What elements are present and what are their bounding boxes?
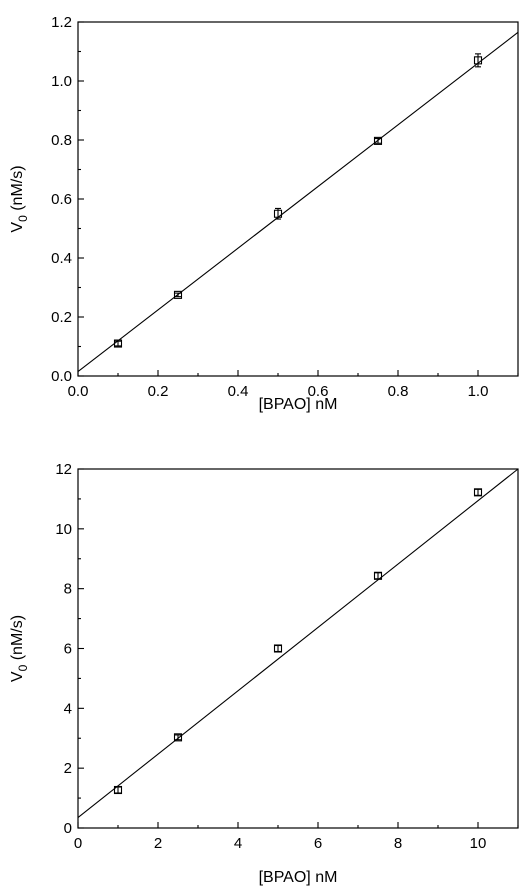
y-tick-label: 0 xyxy=(64,820,72,837)
x-tick-label: 2 xyxy=(154,835,162,852)
y-tick-label: 1.2 xyxy=(51,14,72,31)
data-point xyxy=(373,136,383,145)
data-marker xyxy=(273,209,283,218)
x-tick-label: 1.0 xyxy=(468,383,489,400)
y-tick-label: 0.2 xyxy=(51,309,72,326)
y-axis-title-main: V xyxy=(9,671,26,682)
x-tick-label: 6 xyxy=(314,835,322,852)
y-tick-label: 6 xyxy=(64,641,72,658)
y-axis-title-subscript: 0 xyxy=(16,664,30,671)
data-point xyxy=(373,571,383,580)
y-tick-label: 8 xyxy=(64,581,72,598)
y-tick-label: 4 xyxy=(64,700,72,717)
y-tick-label: 0.0 xyxy=(51,368,72,385)
data-marker xyxy=(373,571,383,580)
fit-line xyxy=(77,31,519,373)
data-point xyxy=(173,290,183,299)
data-marker xyxy=(113,785,123,795)
x-tick-label: 0 xyxy=(74,835,82,852)
y-axis-title-subscript: 0 xyxy=(16,215,30,222)
data-marker xyxy=(373,136,383,145)
y-tick-label: 12 xyxy=(55,461,72,478)
y-axis-title: V0 (nM/s) xyxy=(9,165,30,232)
y-axis-title-main: V xyxy=(9,222,26,233)
x-tick-label: 0.6 xyxy=(308,383,329,400)
data-marker xyxy=(473,488,483,497)
data-point xyxy=(173,733,183,742)
data-point xyxy=(473,488,483,497)
y-axis-title-unit: (nM/s) xyxy=(9,165,26,215)
y-tick-label: 0.6 xyxy=(51,191,72,208)
y-axis-title: V0 (nM/s) xyxy=(9,615,30,682)
y-tick-label: 1.0 xyxy=(51,73,72,90)
data-point xyxy=(273,644,283,653)
data-marker xyxy=(473,56,483,65)
x-tick-label: 0.4 xyxy=(228,383,249,400)
data-marker xyxy=(273,644,283,653)
fit-line xyxy=(77,468,519,818)
data-marker xyxy=(173,290,183,299)
x-tick-label: 8 xyxy=(394,835,402,852)
x-tick-label: 10 xyxy=(470,835,487,852)
x-tick-label: 0.0 xyxy=(68,383,89,400)
data-point xyxy=(473,53,483,68)
plot-frame xyxy=(77,468,519,829)
y-tick-label: 0.4 xyxy=(51,250,72,267)
chart-1: 0.0 0.2 0.4 0.6 0.8 1.0 0.0 0.2 0.4 0.6 0.8 1.0 1.2 [… xyxy=(9,14,519,413)
x-axis-title: [BPAO] nM xyxy=(259,396,338,413)
plot-frame xyxy=(77,21,519,377)
data-point xyxy=(273,207,283,220)
y-tick-label: 2 xyxy=(64,760,72,777)
data-point xyxy=(113,785,123,795)
x-axis-title: [BPAO] nM xyxy=(259,869,338,886)
y-tick-label: 10 xyxy=(55,521,72,538)
data-marker xyxy=(173,733,183,742)
y-tick-label: 0.8 xyxy=(51,132,72,149)
data-marker xyxy=(113,339,123,348)
y-axis-title-unit: (nM/s) xyxy=(9,615,26,665)
x-tick-label: 0.2 xyxy=(148,383,169,400)
x-tick-label: 4 xyxy=(234,835,242,852)
x-tick-label: 0.8 xyxy=(388,383,409,400)
data-point xyxy=(113,339,123,348)
